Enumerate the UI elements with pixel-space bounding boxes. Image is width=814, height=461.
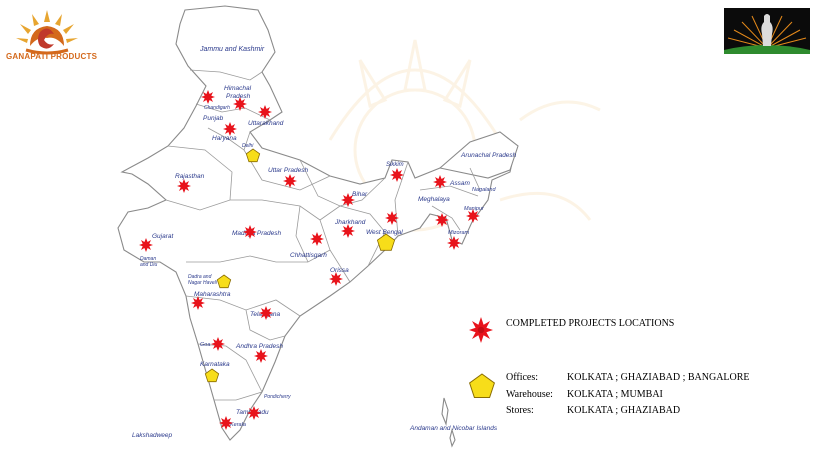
- region-label-nagaland: Nagaland: [472, 187, 496, 193]
- region-label-jharkhand: Jharkhand: [334, 219, 366, 226]
- red-star-burst-icon: [435, 213, 449, 227]
- region-label-chandigarh: Chandigarh: [204, 105, 230, 111]
- red-star-burst-icon: [243, 225, 257, 239]
- region-label-karnataka: Karnataka: [200, 361, 230, 368]
- yellow-pentagon-icon: [204, 368, 220, 383]
- red-star-burst-icon: [254, 349, 268, 363]
- yellow-pentagon-icon: [216, 274, 232, 289]
- red-star-burst-icon: [233, 97, 247, 111]
- india-outline: [117, 5, 519, 448]
- region-label-meghalaya: Meghalaya: [418, 196, 450, 203]
- region-label-mizoram: Mizoram: [448, 230, 470, 236]
- red-star-burst-icon: [219, 416, 233, 430]
- sun-flame-emblem-icon: [16, 10, 78, 55]
- red-star-burst-icon: [201, 90, 215, 104]
- red-star-burst-icon: [341, 193, 355, 207]
- red-star-burst-icon: [223, 122, 237, 136]
- legend-yellow-pentagon-icon: [469, 373, 495, 398]
- region-label-andhra-pradesh: Andhra Pradesh: [235, 343, 283, 350]
- red-star-burst-icon: [258, 105, 272, 119]
- yellow-pentagon-icon: [245, 148, 261, 163]
- red-star-burst-icon: [390, 168, 404, 182]
- region-label-andaman-and-nicobar: Andaman and Nicobar Islands: [409, 425, 498, 432]
- region-label-kerala: Kerala: [230, 422, 246, 428]
- region-label-rajasthan: Rajasthan: [175, 173, 205, 180]
- region-label-manipur: Manipur: [464, 206, 485, 212]
- region-label-dadra-2: Nagar Haveli: [188, 280, 218, 286]
- red-star-burst-icon: [310, 232, 324, 246]
- red-star-burst-icon: [341, 224, 355, 238]
- company-name: GANAPATI PRODUCTS: [6, 52, 98, 61]
- region-label-himachal-pradesh-1: Himachal: [224, 85, 252, 92]
- red-star-burst-icon: [283, 174, 297, 188]
- red-star-burst-icon: [139, 238, 153, 252]
- region-label-gujarat: Gujarat: [152, 233, 175, 240]
- region-label-haryana: Haryana: [212, 135, 237, 142]
- state-borders: [165, 69, 481, 401]
- region-label-sikkim: Sikkim: [386, 162, 404, 168]
- red-star-burst-icon: [329, 272, 343, 286]
- region-label-west-bengal: West Bengal: [366, 229, 403, 236]
- region-label-pondicherry: Pondicherry: [264, 394, 291, 400]
- region-label-orissa: Orissa: [330, 267, 349, 274]
- right-logo: [724, 8, 810, 54]
- region-label-uttarakhand: Uttarakhand: [248, 120, 284, 127]
- red-star-burst-icon: [247, 406, 261, 420]
- facility-markers: [204, 148, 396, 383]
- red-star-burst-icon: [466, 209, 480, 223]
- region-label-himachal-pradesh-2: Pradesh: [226, 93, 251, 100]
- region-label-goa: Goa: [200, 342, 210, 348]
- region-label-dadra-1: Dadra and: [188, 274, 212, 280]
- red-star-burst-icon: [385, 211, 399, 225]
- region-label-lakshadweep: Lakshadweep: [132, 432, 172, 439]
- region-label-punjab: Punjab: [203, 115, 224, 122]
- legend-red-star-burst-icon: [469, 317, 493, 343]
- red-star-burst-icon: [211, 337, 225, 351]
- yellow-pentagon-icon: [376, 233, 396, 251]
- region-label-delhi: Delhi: [242, 143, 254, 149]
- region-label-daman-and-diu-2: and Diu: [140, 262, 157, 268]
- region-label-daman-and-diu-1: Daman: [140, 256, 156, 262]
- region-label-assam: Assam: [449, 180, 470, 187]
- region-label-bihar: Bihar: [352, 191, 368, 198]
- red-star-burst-icon: [191, 296, 205, 310]
- red-star-burst-icon: [177, 179, 191, 193]
- region-label-madhya-pradesh: Madhya Pradesh: [232, 230, 282, 237]
- red-star-burst-icon: [433, 175, 447, 189]
- region-label-arunachal-pradesh: Arunachal Pradesh: [460, 152, 517, 159]
- sunrise-figure-emblem-icon: [724, 14, 810, 54]
- region-label-maharashtra: Maharashtra: [194, 291, 231, 298]
- region-label-chhattisgarh: Chhattisgarh: [290, 252, 327, 259]
- region-label-uttar-pradesh: Uttar Pradesh: [268, 167, 308, 174]
- red-star-burst-icon: [447, 236, 461, 250]
- red-star-burst-icon: [259, 306, 273, 320]
- region-label-jammu-and-kashmir: Jammu and Kashmir: [199, 46, 265, 53]
